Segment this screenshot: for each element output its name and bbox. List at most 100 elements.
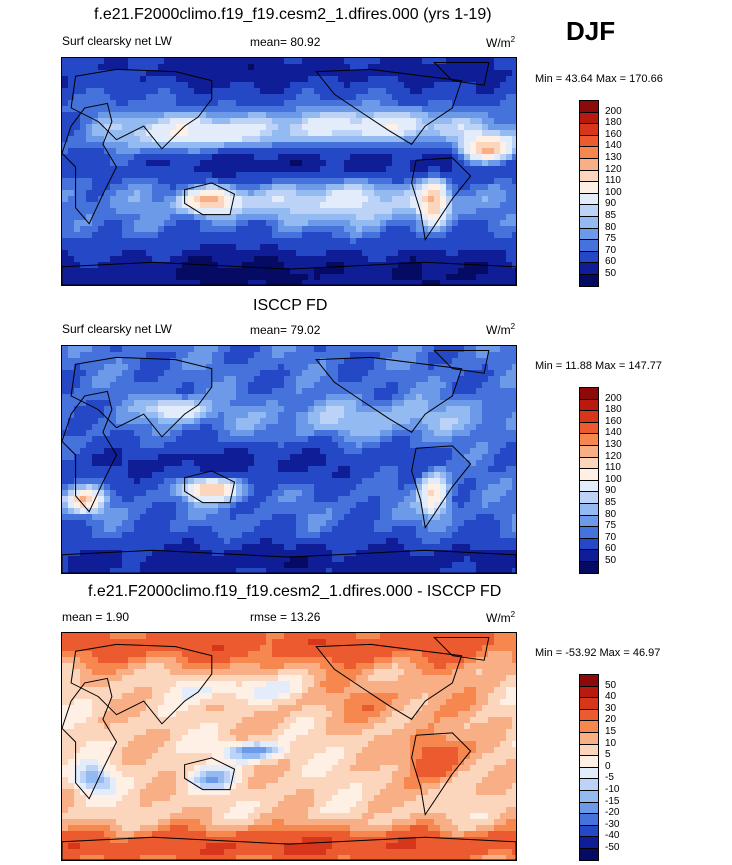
field-cell — [374, 418, 381, 425]
field-cell — [242, 400, 249, 407]
field-cell — [296, 166, 303, 173]
field-cell — [464, 352, 471, 359]
field-cell — [326, 484, 333, 491]
field-cell — [332, 268, 339, 275]
field-cell — [110, 100, 117, 107]
field-cell — [158, 136, 165, 143]
field-cell — [182, 430, 189, 437]
field-cell — [128, 412, 135, 419]
field-cell — [344, 160, 351, 167]
field-cell — [212, 232, 219, 239]
field-cell — [506, 448, 513, 455]
field-cell — [188, 136, 195, 143]
field-cell — [176, 64, 183, 71]
field-cell — [464, 64, 471, 71]
field-cell — [470, 418, 477, 425]
field-cell — [326, 58, 333, 65]
field-cell — [488, 472, 495, 479]
field-cell — [170, 454, 177, 461]
field-cell — [164, 364, 171, 371]
field-cell — [410, 412, 417, 419]
field-cell — [392, 130, 399, 137]
field-cell — [386, 100, 393, 107]
field-cell — [392, 352, 399, 359]
field-cell — [158, 388, 165, 395]
field-cell — [68, 274, 75, 281]
field-cell — [242, 208, 249, 215]
field-cell — [248, 412, 255, 419]
field-cell — [140, 388, 147, 395]
field-cell — [146, 496, 153, 503]
field-cell — [218, 370, 225, 377]
field-cell — [410, 238, 417, 245]
field-cell — [464, 358, 471, 365]
field-cell — [416, 172, 423, 179]
field-cell — [416, 490, 423, 497]
field-cell — [266, 58, 273, 65]
field-cell — [302, 214, 309, 221]
field-cell — [152, 442, 159, 449]
field-cell — [344, 136, 351, 143]
field-cell — [164, 424, 171, 431]
field-cell — [350, 190, 357, 197]
field-cell — [266, 130, 273, 137]
field-cell — [176, 178, 183, 185]
field-cell — [98, 412, 105, 419]
field-cell — [182, 352, 189, 359]
field-cell — [308, 226, 315, 233]
field-cell — [194, 136, 201, 143]
field-cell — [374, 274, 381, 281]
field-cell — [86, 82, 93, 89]
field-cell — [332, 208, 339, 215]
field-cell — [248, 430, 255, 437]
field-cell — [110, 406, 117, 413]
field-cell — [116, 436, 123, 443]
field-cell — [434, 82, 441, 89]
field-cell — [452, 256, 459, 263]
field-cell — [440, 478, 447, 485]
field-cell — [104, 406, 111, 413]
field-cell — [446, 112, 453, 119]
field-cell — [74, 394, 81, 401]
field-cell — [92, 370, 99, 377]
field-cell — [380, 472, 387, 479]
field-cell — [116, 280, 123, 285]
field-cell — [476, 88, 483, 95]
field-cell — [86, 166, 93, 173]
field-cell — [476, 220, 483, 227]
field-cell — [506, 394, 513, 401]
field-cell — [140, 208, 147, 215]
field-cell — [68, 232, 75, 239]
field-cell — [248, 376, 255, 383]
field-cell — [170, 238, 177, 245]
field-cell — [446, 94, 453, 101]
field-cell — [194, 178, 201, 185]
field-cell — [176, 268, 183, 275]
field-cell — [386, 382, 393, 389]
field-cell — [482, 166, 489, 173]
field-cell — [488, 430, 495, 437]
field-cell — [362, 466, 369, 473]
field-cell — [470, 358, 477, 365]
field-cell — [68, 412, 75, 419]
field-cell — [308, 268, 315, 275]
field-cell — [410, 406, 417, 413]
field-cell — [392, 436, 399, 443]
field-cell — [248, 400, 255, 407]
field-cell — [422, 94, 429, 101]
field-cell — [194, 268, 201, 275]
field-cell — [404, 154, 411, 161]
field-cell — [500, 442, 507, 449]
field-cell — [92, 436, 99, 443]
field-cell — [500, 400, 507, 407]
field-cell — [320, 430, 327, 437]
field-cell — [320, 196, 327, 203]
field-cell — [194, 418, 201, 425]
field-cell — [332, 430, 339, 437]
field-cell — [116, 472, 123, 479]
field-cell — [326, 406, 333, 413]
field-cell — [170, 268, 177, 275]
field-cell — [242, 88, 249, 95]
field-cell — [356, 472, 363, 479]
field-cell — [230, 424, 237, 431]
